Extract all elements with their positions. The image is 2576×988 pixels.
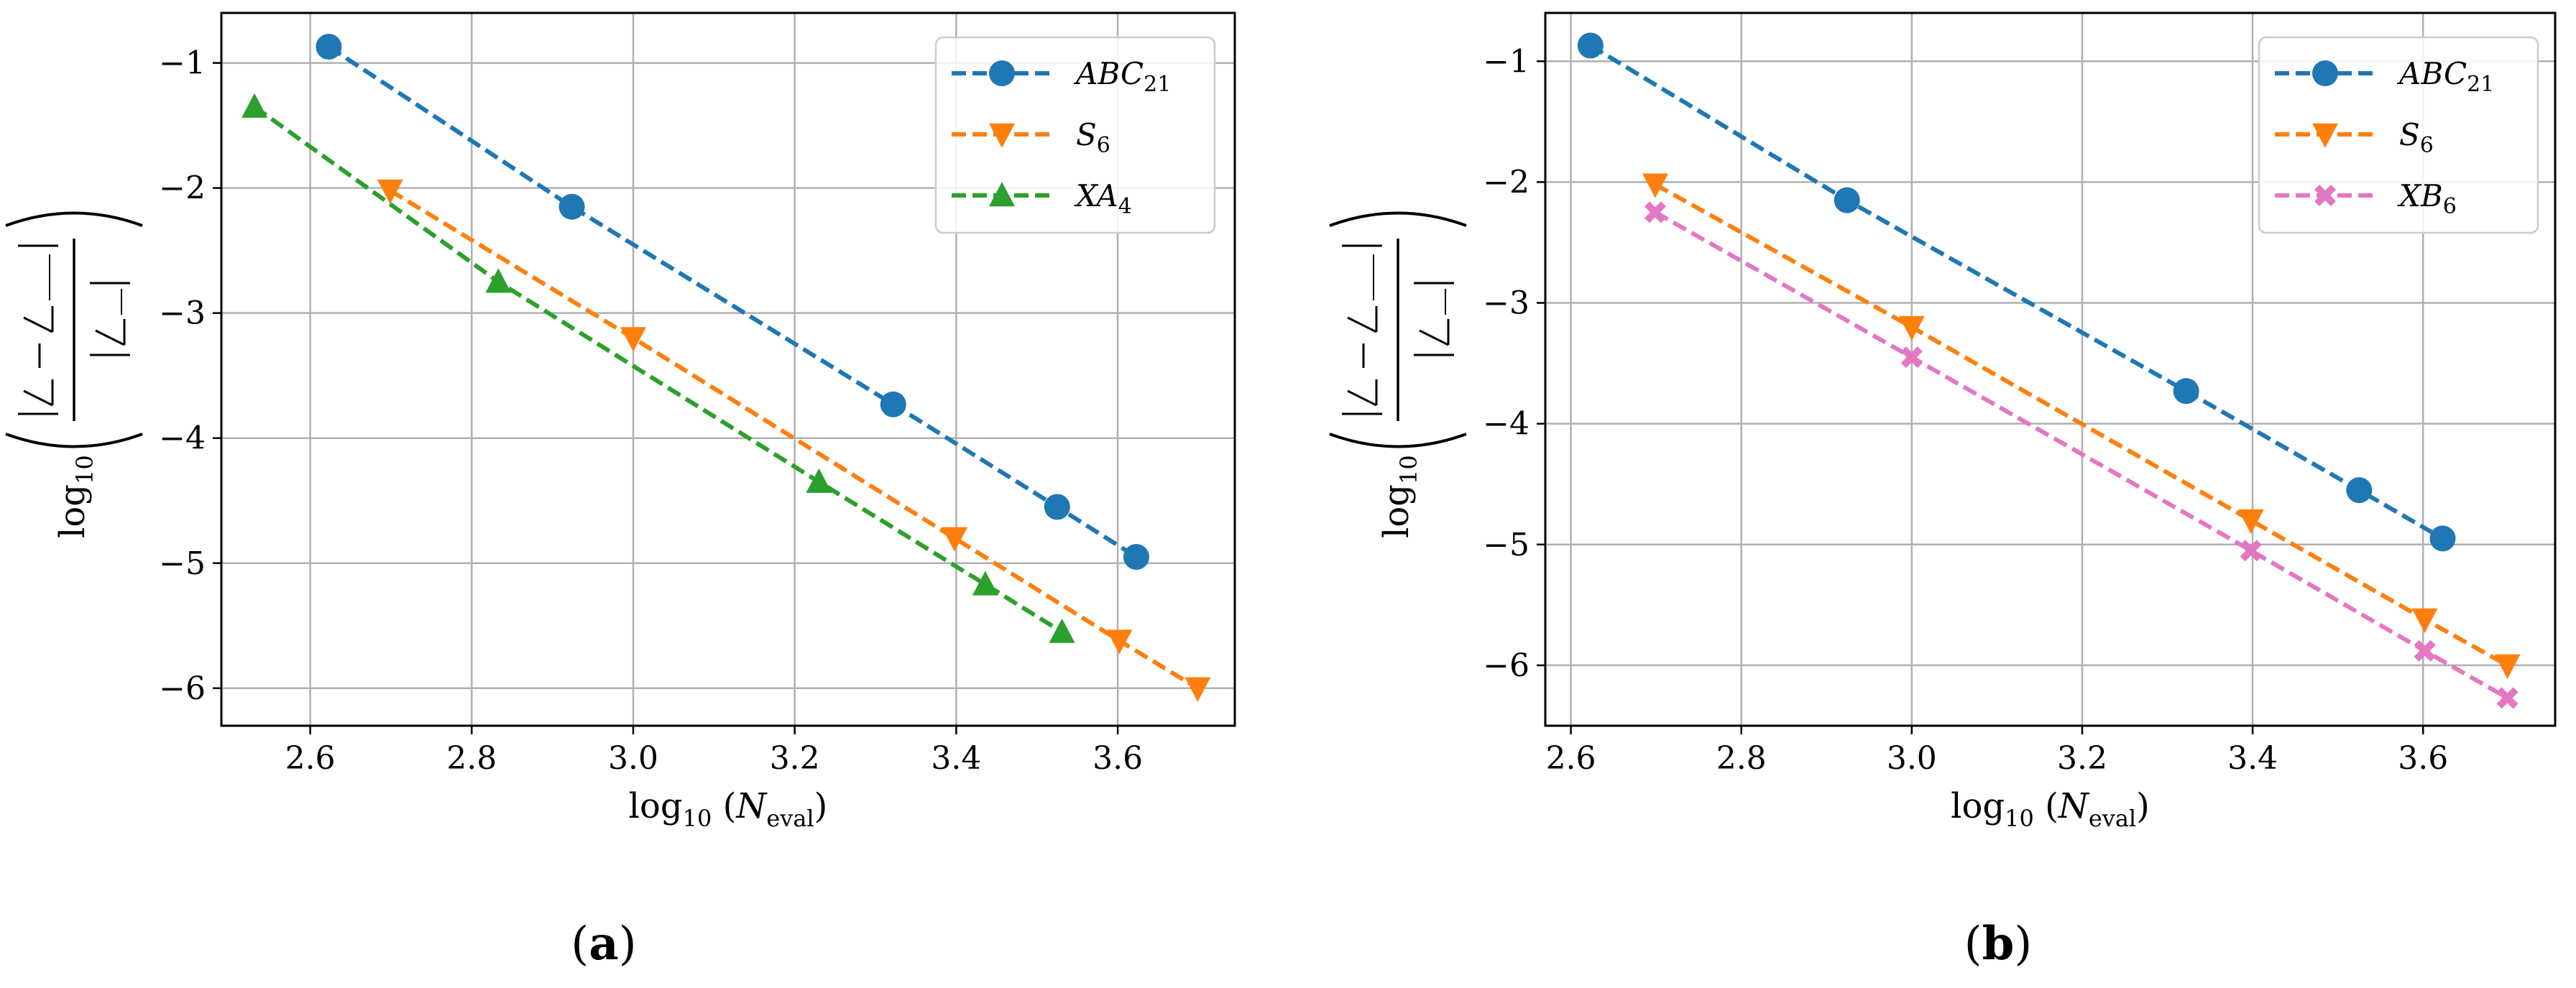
y-label-paren-right — [1329, 211, 1467, 227]
den-zex-glyph — [95, 319, 126, 346]
caption-a: (a) — [571, 917, 636, 971]
x-tick-label: 3.4 — [931, 740, 981, 777]
legend-label: ABC21 — [1073, 56, 1171, 97]
data-point — [1642, 173, 1668, 198]
legend-label: ABC21 — [2396, 56, 2494, 97]
data-point — [558, 193, 585, 220]
x-axis-label: log10 (Neval) — [629, 786, 828, 832]
y-tick-label: −5 — [1483, 527, 1530, 563]
data-point — [316, 33, 342, 60]
data-point — [1184, 677, 1211, 702]
data-point — [2494, 654, 2521, 679]
y-tick-label: −1 — [159, 45, 206, 82]
num-z-glyph — [1347, 379, 1378, 407]
data-point — [2240, 540, 2262, 562]
data-point — [972, 571, 998, 596]
x-tick-label: 3.2 — [770, 740, 820, 777]
legend-box — [934, 36, 1216, 234]
legend-label: XA4 — [1074, 178, 1132, 219]
den-zex-glyph — [1419, 319, 1450, 346]
legend-box — [2258, 36, 2539, 234]
x-tick-label: 3.0 — [1887, 740, 1937, 777]
y-label-paren-right — [5, 211, 143, 227]
y-tick-label: −2 — [1483, 164, 1530, 200]
data-point — [1898, 315, 1925, 341]
legend-marker — [2312, 123, 2338, 148]
data-point — [2346, 477, 2373, 504]
legend-marker — [989, 123, 1015, 148]
data-point — [1577, 32, 1604, 59]
legend-marker — [989, 60, 1015, 86]
data-point — [1044, 494, 1070, 520]
series-line-1 — [389, 188, 1199, 691]
legend-label: S6 — [1076, 117, 1110, 158]
y-tick-label: −6 — [1483, 647, 1530, 684]
legend-marker — [2312, 60, 2338, 86]
data-point — [2173, 378, 2199, 405]
y-tick-label: −4 — [1483, 406, 1530, 443]
y-axis-label: log10 — [1329, 211, 1467, 538]
x-tick-label: 2.6 — [1546, 740, 1596, 777]
x-axis-label: log10 (Neval) — [1951, 786, 2150, 832]
series-line-2 — [1654, 210, 2509, 700]
panel-a: 2.6 2.8 3.0 3.2 3.4 3.6 −1 −2 −3 −4 −5 −6 ABC21 S6 XA4… — [5, 11, 1236, 832]
y-tick-label: −3 — [1483, 285, 1530, 322]
x-tick-label: 3.6 — [1092, 740, 1143, 777]
data-point — [242, 93, 268, 118]
x-tick-label: 2.6 — [285, 740, 336, 777]
data-point — [2414, 640, 2436, 662]
x-tick-label: 2.8 — [446, 740, 497, 777]
data-point — [2237, 509, 2264, 535]
y-axis-label: log10 — [5, 211, 143, 538]
data-point — [1123, 544, 1149, 571]
y-tick-label: −5 — [159, 545, 206, 582]
x-tick-label: 3.0 — [608, 740, 658, 777]
y-tick-label: −2 — [159, 170, 206, 207]
x-tick-label: 2.8 — [1716, 740, 1767, 777]
num-zex-glyph — [1347, 306, 1378, 333]
data-point — [485, 268, 512, 293]
y-label-paren-left — [5, 433, 143, 448]
y-label-paren-left — [1329, 433, 1467, 448]
panel-b: 2.6 2.8 3.0 3.2 3.4 3.6 −1 −2 −3 −4 −5 −6 ABC21 S6 XB6… — [1329, 11, 2557, 832]
y-tick-label: −3 — [159, 295, 206, 332]
plot-frame — [1544, 11, 2557, 727]
legend-label: S6 — [2399, 117, 2434, 158]
legend-marker — [989, 182, 1015, 207]
x-tick-label: 3.2 — [2057, 740, 2107, 777]
data-point — [1049, 618, 1075, 643]
data-point — [2411, 608, 2438, 633]
data-point — [1900, 346, 1923, 369]
caption-b: (b) — [1964, 917, 2033, 971]
data-point — [942, 527, 968, 552]
data-point — [1834, 187, 1860, 213]
data-point — [880, 391, 906, 417]
data-point — [806, 468, 832, 493]
y-tick-label: −1 — [1483, 43, 1530, 80]
data-point — [1106, 629, 1133, 655]
x-tick-label: 3.6 — [2398, 740, 2448, 777]
legend-label: XB6 — [2397, 178, 2457, 219]
data-point — [2496, 687, 2518, 709]
data-point — [1644, 201, 1666, 223]
data-point — [620, 327, 646, 352]
data-point — [377, 179, 403, 205]
y-tick-label: −6 — [159, 670, 206, 707]
y-axis-label-fn: log10 — [1376, 455, 1422, 538]
num-zex-glyph — [23, 306, 54, 333]
data-point — [2429, 525, 2456, 552]
num-z-glyph — [23, 379, 54, 407]
x-tick-label: 3.4 — [2227, 740, 2278, 777]
plot-frame — [220, 11, 1236, 727]
y-tick-label: −4 — [159, 420, 206, 457]
series-line-1 — [1654, 183, 2509, 668]
legend-marker — [2314, 185, 2336, 206]
y-axis-label-fn: log10 — [52, 455, 98, 538]
